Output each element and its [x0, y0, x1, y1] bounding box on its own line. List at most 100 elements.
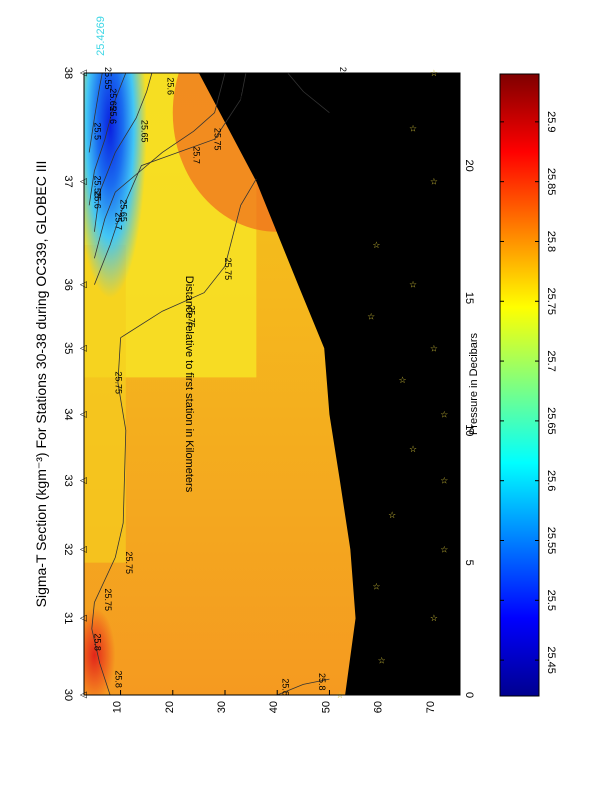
station-marker-7: ▽ [79, 178, 89, 185]
station-marker-3: ▽ [79, 477, 89, 484]
contour-line-5 [94, 72, 153, 232]
sample-marker-3: ☆ [372, 581, 380, 591]
contour-label-11: 25.75 [213, 128, 223, 151]
sample-marker-5: ☆ [388, 510, 396, 520]
station-label-8: 38 [62, 67, 74, 79]
contour-label-19: 25.6 [108, 107, 118, 125]
y-tick-label-4: 50 [320, 701, 332, 713]
contour-line-4 [94, 72, 226, 259]
colorbar-tick-label-2: 25.55 [545, 527, 557, 555]
station-label-0: 30 [62, 689, 74, 701]
colorbar-tick-label-7: 25.8 [545, 231, 557, 252]
station-marker-0: ▽ [79, 692, 89, 699]
station-axis: ▽ 30 ▽ 31 ▽ 32 ▽ 33 ▽ 34 ▽ 35 ▽ 36 ▽ 37 ▽ 38 [62, 67, 89, 701]
contour-label-8: 25.75 [223, 258, 233, 281]
colorbar-tick-label-0: 25.45 [545, 646, 557, 674]
chart-title: Sigma-T Section (kgm⁻³) For Stations 30-… [33, 161, 49, 608]
contour-label-14: 25.7 [233, 83, 243, 101]
x-tick-label-3: 15 [463, 292, 475, 304]
contour-label-1: 25.8 [92, 633, 102, 651]
contour-label-20: 25.6 [166, 77, 176, 95]
sample-marker-4: ☆ [440, 544, 448, 554]
colorbar-ticks: 25.45 25.5 25.55 25.6 25.65 25.7 25.75 25.8 25.8… [500, 111, 557, 674]
station-label-7: 37 [62, 175, 74, 187]
colorbar-tick-label-5: 25.7 [545, 350, 557, 371]
contour-label-5: 25.75 [124, 551, 134, 574]
contour-line-8 [287, 72, 330, 114]
sample-marker-13: ☆ [372, 240, 380, 250]
contour-labels: 25.8 25.8 25.8 25.8 25.75 25.75 25.75 25.75 25.7… [92, 67, 368, 696]
contour-label-25: 25.8 [354, 115, 364, 133]
contour-line-9 [277, 678, 330, 696]
sample-marker-1: ☆ [378, 656, 386, 666]
contour-label-22: 25.55 [103, 67, 113, 90]
contour-label-17: 25.65 [108, 88, 118, 111]
field-high-density-patch [84, 607, 116, 695]
colorbar-tick-label-6: 25.75 [545, 288, 557, 316]
station-label-3: 33 [62, 474, 74, 486]
contour-label-10: 25.75 [260, 149, 270, 172]
station-marker-5: ▽ [79, 345, 89, 352]
plot-frame [83, 72, 461, 696]
contour-label-12: 25.7 [113, 212, 123, 230]
y-axis: 10 20 30 40 50 60 70 [112, 690, 437, 713]
station-marker-4: ▽ [79, 411, 89, 418]
field-low-density-core [84, 73, 147, 298]
contour-label-2: 25.8 [280, 678, 290, 696]
contour-label-0: 25.8 [113, 670, 123, 688]
sample-marker-6: ☆ [440, 476, 448, 486]
contour-lines [88, 72, 330, 696]
sample-marker-9: ☆ [399, 375, 407, 385]
station-marker-8: ▽ [79, 70, 89, 77]
field-shallow-band [84, 245, 126, 563]
x-axis: 0 5 10 15 20 [455, 160, 475, 698]
station-marker-2: ▽ [79, 546, 89, 553]
y-tick-label-0: 10 [112, 701, 124, 713]
x-tick-label-1: 5 [463, 560, 475, 566]
contour-label-21: 25.55 [92, 176, 102, 199]
y-tick-label-3: 40 [268, 701, 280, 713]
colorbar-gradient [499, 73, 540, 697]
contour-line-0 [91, 602, 111, 696]
contour-label-15: 25.65 [119, 199, 129, 222]
max-value-label: 25.4269 [95, 16, 107, 56]
contour-label-7: 25.75 [186, 305, 196, 328]
contour-label-3: 25.8 [317, 673, 327, 691]
x-tick-label-0: 0 [463, 692, 475, 698]
sample-marker-10: ☆ [430, 343, 438, 353]
contour-label-23: 25.5 [92, 122, 102, 140]
colorbar-tick-label-9: 25.9 [545, 111, 557, 132]
contour-line-1 [94, 337, 127, 603]
colorbar-tick-label-3: 25.6 [545, 470, 557, 491]
x-tick-label-4: 20 [463, 160, 475, 172]
sample-marker-11: ☆ [367, 312, 375, 322]
contour-label-9: 25.75 [359, 215, 369, 238]
x-tick-label-2: 10 [463, 424, 475, 436]
sample-marker-2: ☆ [430, 613, 438, 623]
contour-line-6 [88, 72, 127, 206]
contour-line-7 [88, 72, 103, 153]
contour-label-4: 25.75 [103, 588, 113, 611]
sample-marker-12: ☆ [409, 280, 417, 290]
colorbar-tick-label-1: 25.5 [545, 590, 557, 611]
colorbar-tick-label-4: 25.65 [545, 407, 557, 435]
seafloor-bottom [198, 73, 460, 695]
sample-marker-8: ☆ [440, 409, 448, 419]
colorbar-tick-label-8: 25.85 [545, 168, 557, 196]
sample-marker-15: ☆ [409, 124, 417, 134]
station-label-4: 34 [62, 408, 74, 420]
contour-line-2 [120, 178, 257, 339]
x-axis-label: Distance relative to first station in Ki… [183, 276, 195, 493]
contour-label-24: 25.8 [338, 67, 348, 85]
station-label-2: 32 [62, 543, 74, 555]
station-label-1: 31 [62, 612, 74, 624]
colorbar: 25.45 25.5 25.55 25.6 25.65 25.7 25.75 25.8 25.8… [499, 73, 557, 697]
contour-label-6: 25.75 [113, 371, 123, 394]
station-marker-1: ▽ [79, 615, 89, 622]
y-tick-label-6: 70 [425, 701, 437, 713]
station-marker-6: ▽ [79, 281, 89, 288]
sample-marker-14: ☆ [430, 177, 438, 187]
contour-label-18: 25.6 [92, 191, 102, 209]
